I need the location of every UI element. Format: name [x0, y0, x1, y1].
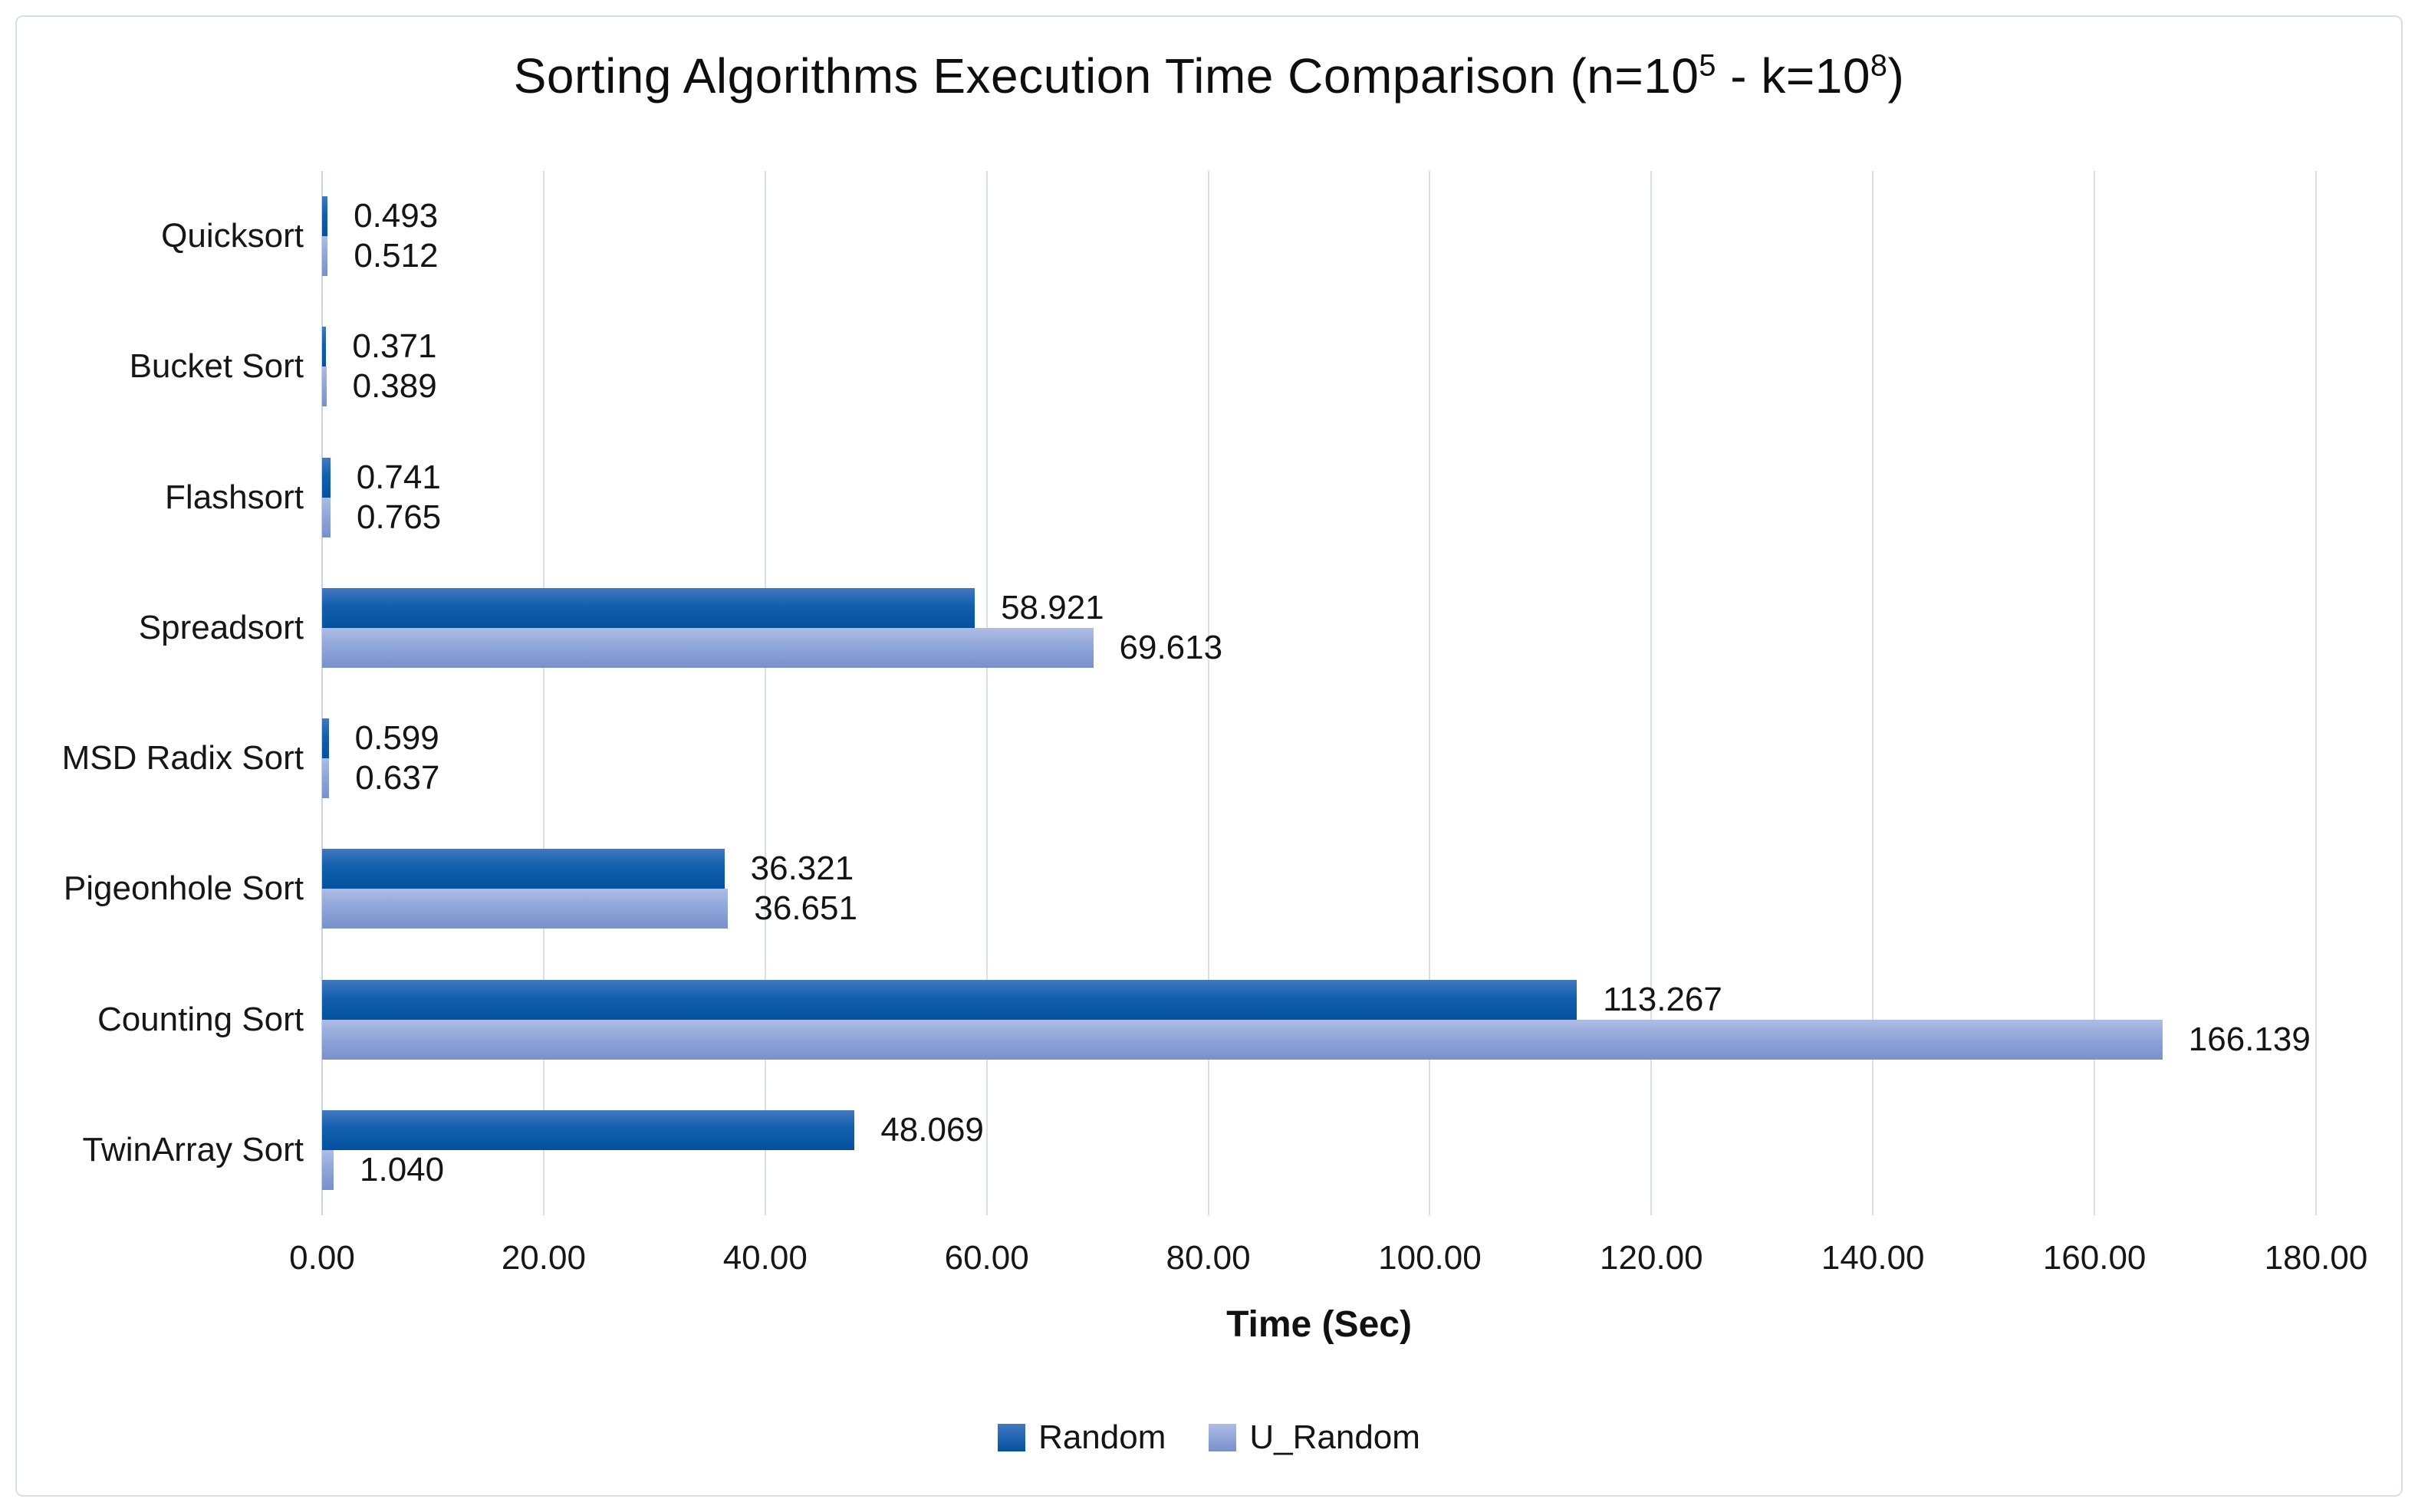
x-tick-label: 140.00: [1821, 1239, 1925, 1277]
value-label: 0.493: [354, 197, 439, 235]
bar-random: 0.371: [322, 327, 436, 367]
chart-title-text: Sorting Algorithms Execution Time Compar…: [513, 48, 1699, 104]
bar-random: 36.321: [322, 849, 854, 889]
bar-u_random: 36.651: [322, 889, 857, 929]
chart-title-text: - k=10: [1716, 48, 1870, 104]
bar-u_random: 0.637: [322, 758, 439, 798]
gridline: [1207, 171, 1209, 1215]
gridline: [542, 171, 544, 1215]
category-label: Counting Sort: [97, 1000, 304, 1038]
value-label: 36.321: [750, 850, 854, 888]
category-label: Pigeonhole Sort: [63, 869, 304, 908]
value-label: 48.069: [880, 1110, 984, 1149]
legend-label: U_Random: [1249, 1418, 1420, 1456]
category-row: 113.267 166.139: [322, 955, 2316, 1085]
bar-u_random: 0.389: [322, 366, 437, 407]
gridline: [985, 171, 988, 1215]
legend: Random U_Random: [0, 1418, 2418, 1457]
category-row: 0.741 0.765: [322, 432, 2316, 563]
x-tick-label: 160.00: [2042, 1239, 2147, 1277]
plot-area: 0.493 0.512 0.371 0.389 0.741 0.765 58.921 69.6…: [321, 171, 2317, 1215]
bar-u_random: 69.613: [322, 627, 1222, 668]
bar-random: 0.599: [322, 718, 439, 758]
value-label: 0.637: [355, 759, 440, 797]
x-tick-label: 120.00: [1600, 1239, 1703, 1277]
category-row: 0.371 0.389: [322, 301, 2316, 432]
bar-u_random: 166.139: [322, 1019, 2311, 1060]
bar-random: 0.493: [322, 196, 438, 236]
x-tick-label: 20.00: [501, 1239, 586, 1277]
gridline: [2094, 171, 2096, 1215]
category-label: MSD Radix Sort: [61, 739, 304, 777]
value-label: 69.613: [1119, 628, 1223, 666]
bar-u_random: 0.765: [322, 497, 441, 537]
x-axis-title: Time (Sec): [1226, 1304, 1412, 1345]
title-superscript: 5: [1699, 48, 1716, 83]
category-row: 58.921 69.613: [322, 563, 2316, 693]
legend-swatch-icon: [998, 1424, 1026, 1451]
category-label: Bucket Sort: [129, 347, 304, 386]
value-label: 113.267: [1603, 980, 1722, 1018]
category-label: Flashsort: [165, 478, 304, 516]
gridline: [1872, 171, 1874, 1215]
value-label: 166.139: [2188, 1020, 2311, 1058]
category-row: 36.321 36.651: [322, 823, 2316, 954]
value-label: 0.765: [357, 498, 442, 536]
legend-swatch-icon: [1209, 1424, 1237, 1451]
bar-random: 0.741: [322, 457, 441, 498]
legend-label: Random: [1038, 1418, 1166, 1456]
x-tick-label: 60.00: [944, 1239, 1029, 1277]
category-label: TwinArray Sort: [82, 1130, 304, 1169]
value-label: 0.371: [352, 327, 437, 366]
category-row: 0.599 0.637: [322, 693, 2316, 823]
value-label: 0.389: [352, 367, 437, 406]
chart-title-text: ): [1887, 48, 1905, 104]
x-tick-label: 40.00: [722, 1239, 808, 1277]
legend-item-u_random: U_Random: [1209, 1418, 1420, 1457]
category-label: Spreadsort: [138, 608, 304, 646]
gridline: [764, 171, 766, 1215]
value-label: 0.599: [354, 719, 439, 757]
x-tick-label: 180.00: [2264, 1239, 2368, 1277]
title-superscript: 8: [1870, 48, 1888, 83]
bar-random: 58.921: [322, 587, 1104, 628]
x-tick-label: 80.00: [1166, 1239, 1251, 1277]
legend-item-random: Random: [998, 1418, 1166, 1457]
gridline: [1650, 171, 1653, 1215]
gridline: [1429, 171, 1431, 1215]
value-label: 36.651: [754, 889, 857, 928]
value-label: 1.040: [360, 1150, 445, 1188]
value-label: 0.741: [356, 458, 441, 496]
value-label: 58.921: [1001, 588, 1104, 626]
value-label: 0.512: [354, 237, 439, 274]
category-labels: Quicksort Bucket Sort Flashsort Spreadsort M…: [23, 171, 304, 1215]
bar-random: 48.069: [322, 1109, 984, 1150]
bar-u_random: 1.040: [322, 1149, 444, 1190]
x-tick-label: 0.00: [289, 1239, 355, 1277]
bar-u_random: 0.512: [322, 236, 439, 276]
category-row: 0.493 0.512: [322, 171, 2316, 301]
chart-title: Sorting Algorithms Execution Time Compar…: [0, 48, 2418, 104]
bar-random: 113.267: [322, 979, 1722, 1020]
gridline: [2315, 171, 2317, 1215]
category-row: 48.069 1.040: [322, 1085, 2316, 1215]
x-axis-ticks: 0.00 20.00 40.00 60.00 80.00 100.00 120.00 140.…: [289, 1239, 2367, 1280]
category-label: Quicksort: [161, 217, 304, 255]
y-axis-line: [321, 171, 323, 1215]
x-tick-label: 100.00: [1378, 1239, 1482, 1277]
